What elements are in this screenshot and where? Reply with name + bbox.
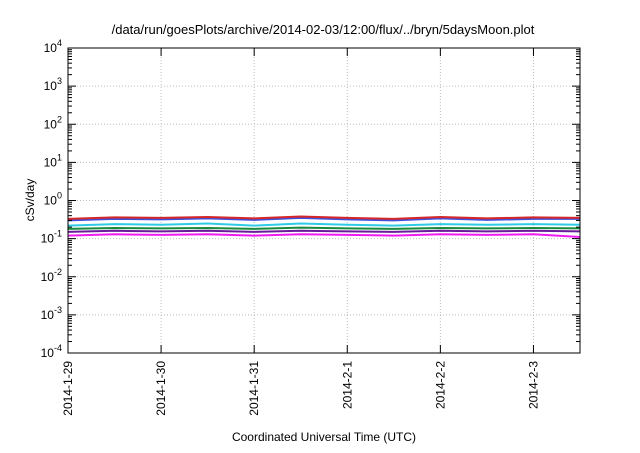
y-tick-label: 100 [44,191,62,208]
y-tick-label: 104 [44,38,62,55]
x-tick-labels: 2014-1-29 2014-1-30 2014-1-31 2014-2-1 2014-… [61,361,540,416]
ticks [67,47,580,354]
x-tick-label: 2014-2-3 [526,361,540,409]
chart-title: /data/run/goesPlots/archive/2014-02-03/1… [112,22,535,37]
x-tick-label: 2014-1-29 [61,361,75,416]
y-tick-label: 103 [44,76,62,93]
series-group [67,215,581,238]
y-tick-label: 101 [44,152,62,169]
y-tick-label: 10-2 [41,267,62,284]
y-tick-labels: 10-4 10-3 10-2 10-1 100 101 102 103 104 [41,38,62,360]
grid [68,48,580,353]
x-tick-label: 2014-2-2 [433,361,447,409]
x-tick-label: 2014-2-1 [340,361,354,409]
series-line [67,222,581,227]
x-tick-label: 2014-1-31 [247,361,261,416]
x-axis-label: Coordinated Universal Time (UTC) [232,430,416,444]
series-line [67,229,581,233]
y-tick-label: 10-1 [41,229,62,246]
series-line [67,226,581,230]
y-tick-label: 10-3 [41,305,62,322]
series-line [67,216,580,222]
y-axis-label: cSv/day [23,179,37,222]
series-line [67,215,581,220]
x-tick-label: 2014-1-30 [154,361,168,416]
y-tick-label: 10-4 [41,343,62,360]
series-line [67,233,581,238]
y-tick-label: 102 [44,114,62,131]
